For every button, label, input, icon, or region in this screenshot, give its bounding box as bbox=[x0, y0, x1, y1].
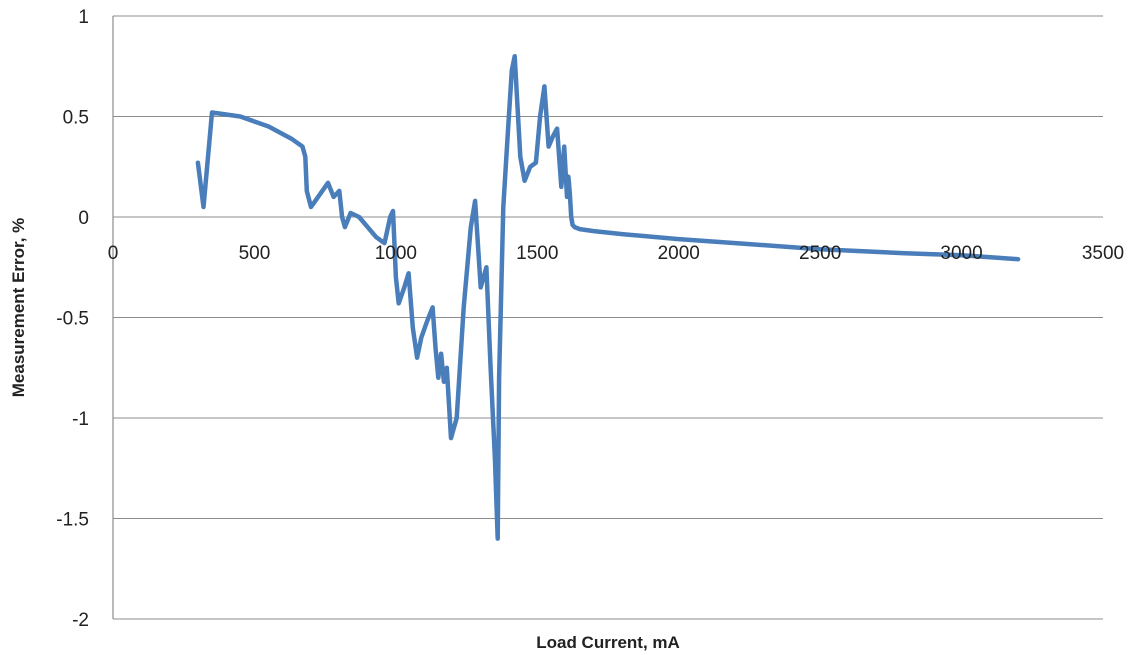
x-tick-label: 2500 bbox=[799, 243, 841, 264]
x-axis-title: Load Current, mA bbox=[536, 633, 680, 652]
y-tick-label: -0.5 bbox=[56, 309, 89, 330]
x-tick-label: 1000 bbox=[375, 243, 417, 264]
series-line-0 bbox=[195, 53, 1021, 541]
y-tick-label: 1 bbox=[78, 7, 89, 28]
x-tick-label: 1500 bbox=[516, 243, 558, 264]
series-layer bbox=[195, 53, 1021, 541]
x-tick-label: 3000 bbox=[940, 243, 982, 264]
x-tick-label: 3500 bbox=[1082, 243, 1124, 264]
x-tick-label: 500 bbox=[239, 243, 271, 264]
y-tick-label: -1 bbox=[72, 409, 89, 430]
x-tick-label: 0 bbox=[108, 243, 119, 264]
y-tick-labels: 1 0.5 0 -0.5 -1 -1.5 -2 bbox=[56, 7, 89, 631]
x-tick-labels: 0 500 1000 1500 2000 2500 3000 3500 bbox=[108, 243, 1124, 264]
y-axis-title: Measurement Error, % bbox=[9, 218, 28, 398]
y-tick-label: 0 bbox=[78, 208, 89, 229]
y-tick-label: -2 bbox=[72, 610, 89, 631]
y-tick-label: 0.5 bbox=[63, 108, 89, 129]
x-tick-label: 2000 bbox=[658, 243, 700, 264]
y-tick-label: -1.5 bbox=[56, 510, 89, 531]
gridlines bbox=[113, 15, 1103, 620]
